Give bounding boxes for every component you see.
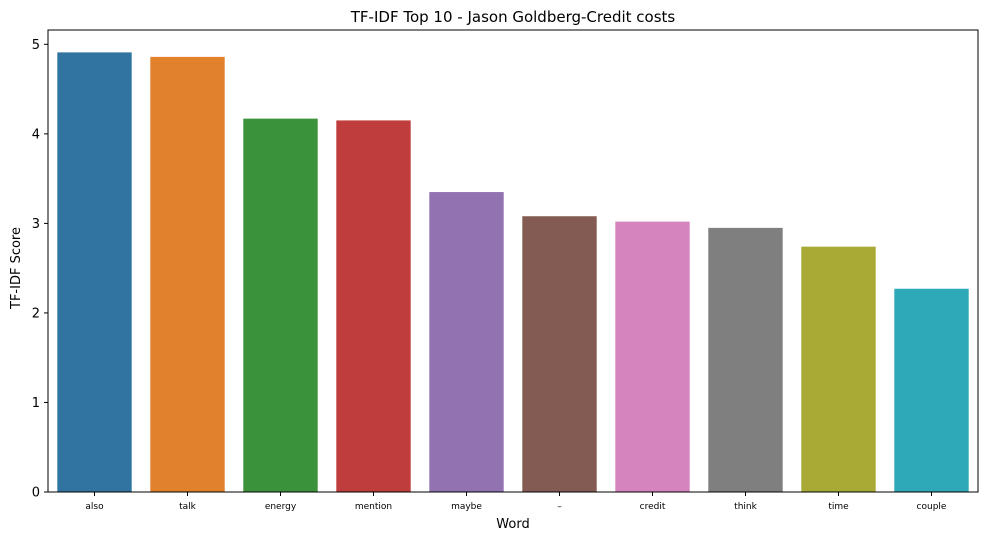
- bar-4: [429, 192, 504, 492]
- x-axis-label: Word: [496, 517, 529, 532]
- bar-7: [708, 227, 783, 493]
- y-tick-label: 3: [32, 217, 40, 232]
- x-tick-label: maybe: [451, 502, 482, 512]
- y-tick-label: 1: [32, 396, 40, 411]
- x-tick-label: credit: [640, 502, 666, 512]
- bar-5: [522, 216, 597, 493]
- x-tick-label: think: [734, 502, 757, 512]
- bar-0: [57, 52, 132, 492]
- y-axis-ticks: 0 1 2 3 4 5: [32, 38, 48, 501]
- x-axis-ticks: also talk energy mention maybe – credit think ti…: [85, 492, 947, 512]
- x-tick-label: couple: [917, 502, 947, 512]
- plot-frame: [47, 29, 979, 493]
- x-tick-label: time: [828, 502, 849, 512]
- y-axis-label: TF-IDF Score: [9, 227, 24, 310]
- bar-6: [615, 221, 690, 492]
- y-tick-label: 2: [32, 306, 40, 321]
- bar-8: [801, 246, 876, 492]
- x-tick-label: also: [85, 502, 104, 512]
- bar-2: [243, 118, 318, 493]
- y-tick-label: 4: [32, 127, 40, 142]
- x-tick-label: mention: [355, 502, 392, 512]
- bars-group: [57, 52, 969, 493]
- x-tick-label: –: [557, 502, 562, 512]
- chart-title: TF-IDF Top 10 - Jason Goldberg-Credit co…: [350, 8, 676, 26]
- x-tick-label: talk: [179, 502, 197, 512]
- x-tick-label: energy: [265, 502, 297, 512]
- bar-3: [336, 120, 411, 492]
- bar-1: [150, 56, 225, 492]
- y-tick-label: 0: [32, 486, 40, 501]
- y-tick-label: 5: [32, 38, 40, 53]
- bar-9: [894, 288, 969, 492]
